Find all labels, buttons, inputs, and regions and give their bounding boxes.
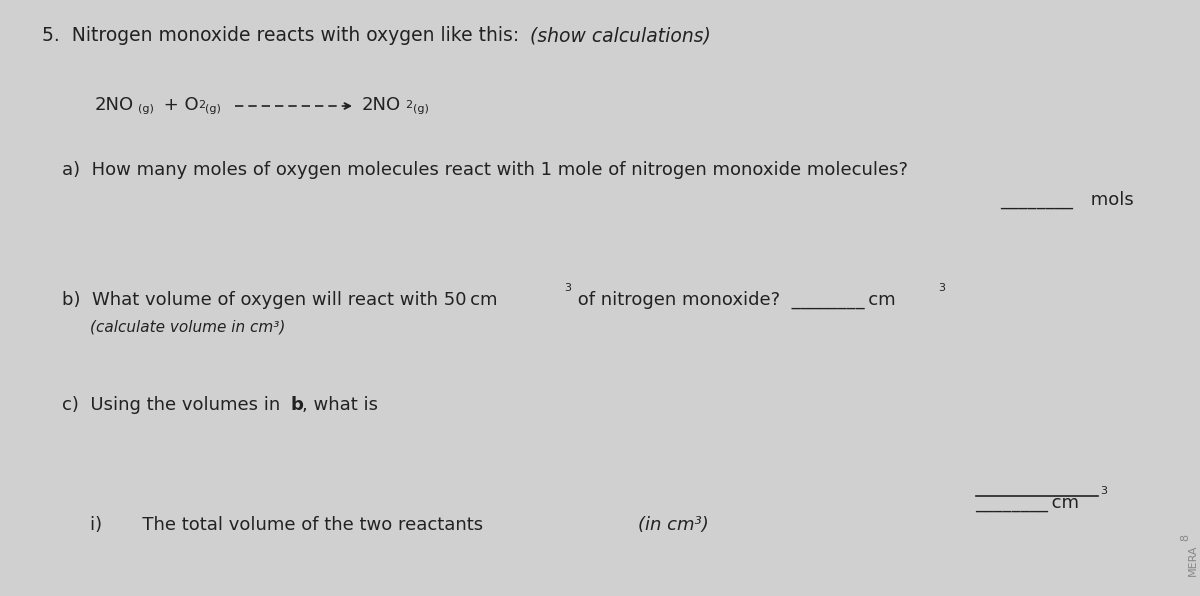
Text: (in cm³): (in cm³) [638,516,709,534]
Text: b: b [290,396,302,414]
Text: + O: + O [158,96,199,114]
Text: (g): (g) [413,104,428,114]
Text: b)  What volume of oxygen will react with 50 cm: b) What volume of oxygen will react with… [62,291,498,309]
Text: (g): (g) [138,104,154,114]
Text: ________ cm: ________ cm [974,494,1079,512]
Text: 2NO: 2NO [362,96,401,114]
Text: c)  Using the volumes in: c) Using the volumes in [62,396,286,414]
Text: (show calculations): (show calculations) [530,26,710,45]
Text: mols: mols [1085,191,1134,209]
Text: ________: ________ [1000,191,1073,209]
Text: , what is: , what is [302,396,378,414]
Text: 3: 3 [938,283,946,293]
Text: i)       The total volume of the two reactants: i) The total volume of the two reactants [90,516,488,534]
Text: 3: 3 [564,283,571,293]
Text: 2: 2 [406,100,412,110]
Text: 8: 8 [1180,534,1190,541]
Text: (calculate volume in cm³): (calculate volume in cm³) [90,319,286,334]
Text: 2NO: 2NO [95,96,134,114]
Text: a)  How many moles of oxygen molecules react with 1 mole of nitrogen monoxide mo: a) How many moles of oxygen molecules re… [62,161,908,179]
Text: MERA: MERA [1188,545,1198,576]
Text: 2: 2 [198,100,205,110]
Text: (g): (g) [205,104,221,114]
Text: of nitrogen monoxide?  ________ cm: of nitrogen monoxide? ________ cm [572,291,895,309]
Text: 5.  Nitrogen monoxide reacts with oxygen like this:: 5. Nitrogen monoxide reacts with oxygen … [42,26,526,45]
Text: 3: 3 [1100,486,1108,496]
